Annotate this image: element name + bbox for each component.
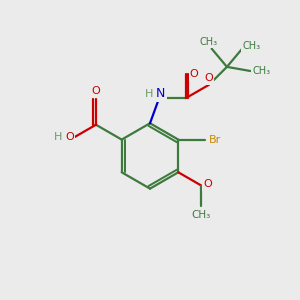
Text: O: O (92, 86, 100, 96)
Text: O: O (204, 179, 212, 189)
Text: O: O (190, 69, 199, 79)
Text: CH₃: CH₃ (192, 210, 211, 220)
Text: Br: Br (208, 135, 221, 145)
Text: N: N (156, 87, 165, 100)
Text: H: H (53, 132, 62, 142)
Text: CH₃: CH₃ (253, 66, 271, 76)
Text: O: O (204, 73, 213, 83)
Text: O: O (65, 132, 74, 142)
Text: H: H (145, 89, 153, 99)
Text: CH₃: CH₃ (242, 41, 260, 51)
Text: CH₃: CH₃ (200, 37, 218, 47)
